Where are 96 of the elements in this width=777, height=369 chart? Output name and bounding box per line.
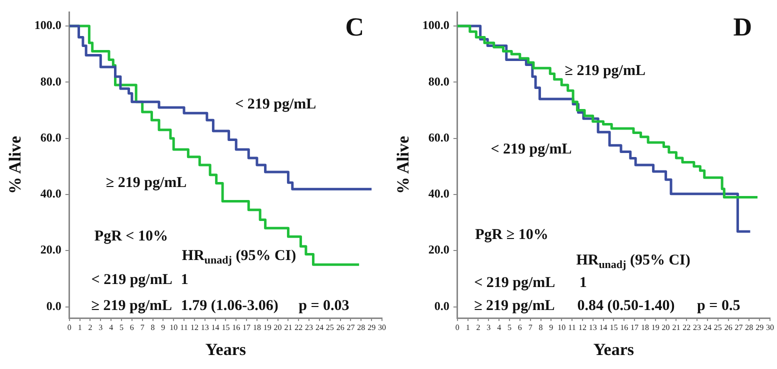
x-tick-label: 22 xyxy=(682,322,691,332)
x-tick-label: 19 xyxy=(651,322,660,332)
y-tick-label: 20.0 xyxy=(40,242,62,257)
x-tick-label: 6 xyxy=(130,322,134,332)
x-tick-label: 11 xyxy=(180,322,188,332)
x-tick-label: 17 xyxy=(242,322,251,332)
x-tick-label: 12 xyxy=(190,322,198,332)
y-tick-label: 60.0 xyxy=(428,130,450,144)
annotation: PgR ≥ 10% xyxy=(475,226,548,243)
x-tick-label: 1 xyxy=(466,322,470,332)
x-tick-label: 25 xyxy=(714,322,722,332)
x-tick-label: 25 xyxy=(326,322,334,332)
x-tick-label: 24 xyxy=(703,322,712,332)
y-tick-label: 0.0 xyxy=(434,298,450,313)
y-tick-label: 100.0 xyxy=(34,18,62,32)
x-tick-label: 20 xyxy=(662,322,670,332)
x-tick-label: 1 xyxy=(78,322,82,332)
x-tick-label: 15 xyxy=(222,322,230,332)
x-tick-label: 18 xyxy=(640,322,649,332)
x-tick-label: 6 xyxy=(518,322,522,332)
x-tick-label: 28 xyxy=(357,322,366,332)
annotation: < 219 pg/mL xyxy=(91,272,172,288)
x-tick-label: 30 xyxy=(378,322,386,332)
x-tick-label: 12 xyxy=(578,322,586,332)
x-tick-label: 26 xyxy=(724,322,732,332)
x-tick-label: 9 xyxy=(161,322,166,332)
x-tick-label: 19 xyxy=(263,322,272,332)
y-tick-label: 20.0 xyxy=(428,242,450,257)
x-tick-label: 11 xyxy=(568,322,576,332)
series-label: ≥ 219 pg/mL xyxy=(564,62,646,79)
x-tick-label: 20 xyxy=(274,322,282,332)
annotation: 1.79 (1.06-3.06) xyxy=(180,298,278,314)
y-tick-label: 80.0 xyxy=(428,74,450,88)
y-axis-title: % Alive xyxy=(6,136,25,194)
x-tick-label: 8 xyxy=(538,322,543,332)
x-tick-label: 13 xyxy=(588,322,597,332)
x-tick-label: 2 xyxy=(88,322,92,332)
y-tick-label: 40.0 xyxy=(40,186,62,201)
annotation: p = 0.03 xyxy=(298,298,350,314)
x-tick-label: 23 xyxy=(693,322,702,332)
annotation: ≥ 219 pg/mL xyxy=(91,298,172,314)
annotation: 0.84 (0.50-1.40) xyxy=(577,298,675,314)
x-tick-label: 3 xyxy=(98,322,103,332)
series-label: < 219 pg/mL xyxy=(490,141,572,158)
series-label: ≥ 219 pg/mL xyxy=(106,175,187,192)
x-tick-label: 7 xyxy=(140,322,144,332)
x-tick-label: 21 xyxy=(672,322,680,332)
x-tick-label: 23 xyxy=(305,322,314,332)
x-tick-label: 7 xyxy=(528,322,532,332)
x-tick-label: 18 xyxy=(252,322,261,332)
x-tick-label: 14 xyxy=(211,322,220,332)
series-label: < 219 pg/mL xyxy=(235,96,316,113)
y-axis-title: % Alive xyxy=(394,136,413,194)
x-tick-label: 2 xyxy=(476,322,480,332)
x-axis-title: Years xyxy=(593,340,634,360)
x-tick-label: 22 xyxy=(294,322,303,332)
x-tick-label: 0 xyxy=(67,322,72,332)
x-tick-label: 24 xyxy=(315,322,324,332)
y-tick-label: 80.0 xyxy=(40,74,62,88)
x-tick-label: 29 xyxy=(368,322,376,332)
chart-title: D xyxy=(733,12,752,42)
x-tick-label: 10 xyxy=(558,322,566,332)
x-tick-label: 14 xyxy=(599,322,608,332)
x-tick-label: 28 xyxy=(745,322,754,332)
x-tick-label: 21 xyxy=(284,322,292,332)
y-tick-label: 60.0 xyxy=(40,130,62,144)
x-tick-label: 13 xyxy=(200,322,209,332)
x-axis-title: Years xyxy=(205,340,246,360)
annotation: PgR < 10% xyxy=(94,228,168,244)
x-tick-label: 8 xyxy=(150,322,155,332)
x-tick-label: 16 xyxy=(232,322,240,332)
x-tick-label: 0 xyxy=(455,322,460,332)
x-tick-label: 9 xyxy=(549,322,554,332)
annotation: ≥ 219 pg/mL xyxy=(474,298,555,314)
x-tick-label: 27 xyxy=(734,322,743,332)
x-tick-label: 29 xyxy=(756,322,764,332)
x-tick-label: 27 xyxy=(346,322,355,332)
x-tick-label: 5 xyxy=(120,322,124,332)
x-tick-label: 4 xyxy=(109,322,114,332)
y-tick-label: 40.0 xyxy=(428,186,450,201)
x-tick-label: 17 xyxy=(630,322,639,332)
chart-title: C xyxy=(345,12,364,42)
x-tick-label: 5 xyxy=(508,322,512,332)
y-tick-label: 100.0 xyxy=(422,18,450,32)
x-tick-label: 10 xyxy=(170,322,178,332)
x-tick-label: 16 xyxy=(620,322,628,332)
annotation: < 219 pg/mL xyxy=(474,274,556,291)
y-tick-label: 0.0 xyxy=(46,298,62,313)
x-tick-label: 15 xyxy=(610,322,618,332)
annotation: p = 0.5 xyxy=(697,298,740,314)
annotation: 1 xyxy=(579,274,587,291)
x-tick-label: 26 xyxy=(336,322,344,332)
x-tick-label: 4 xyxy=(497,322,502,332)
annotation: 1 xyxy=(180,272,188,288)
x-tick-label: 3 xyxy=(486,322,491,332)
x-tick-label: 30 xyxy=(766,322,774,332)
